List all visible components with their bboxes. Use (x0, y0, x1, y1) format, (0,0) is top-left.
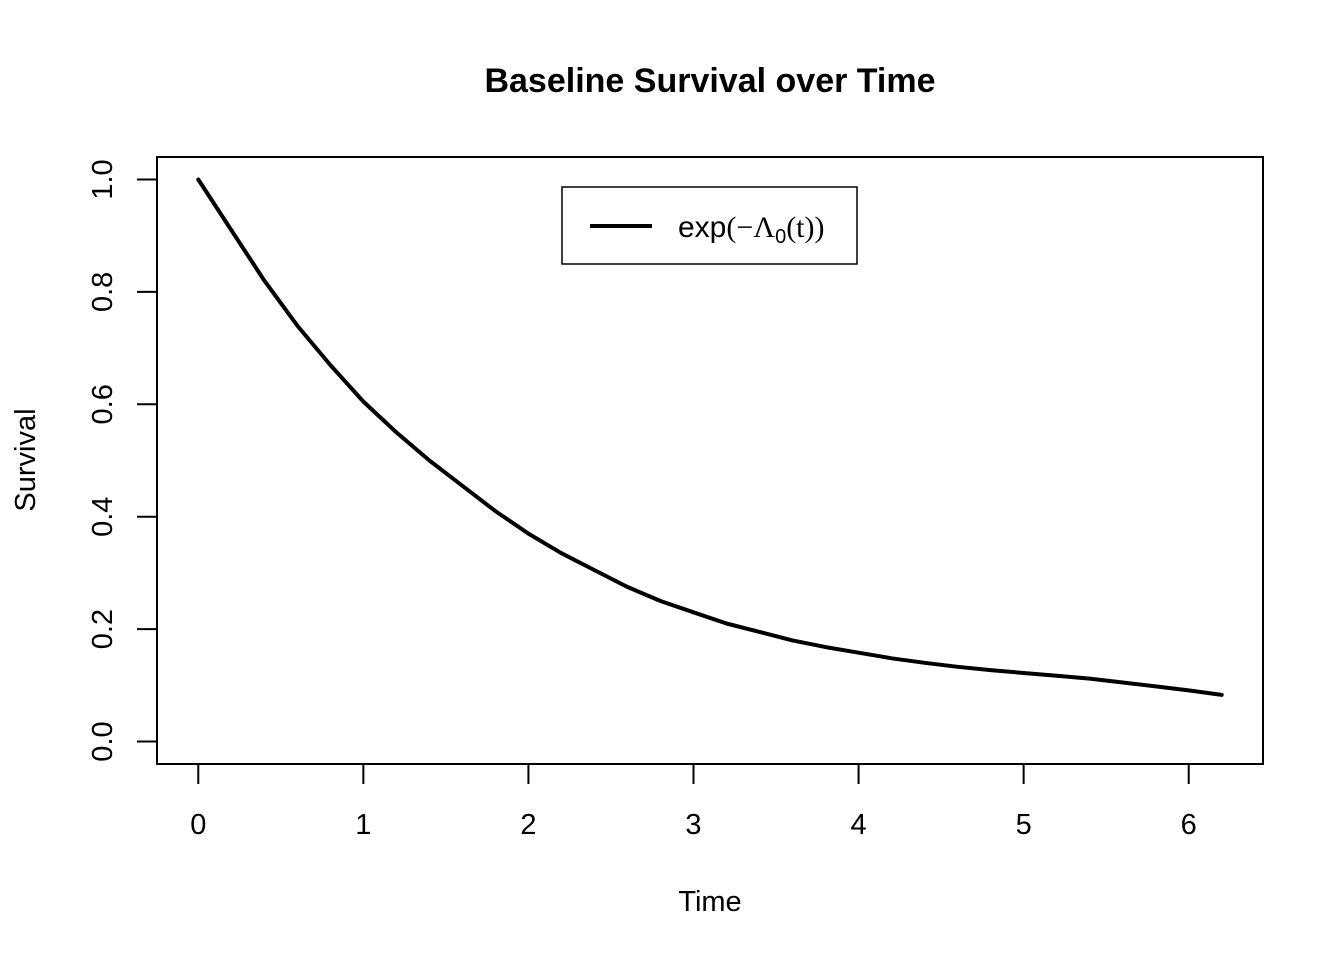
x-tick-label: 3 (685, 809, 701, 841)
x-tick-label: 4 (850, 809, 866, 841)
y-tick-label: 0.2 (87, 609, 119, 649)
x-tick-label: 5 (1016, 809, 1032, 841)
x-tick-label: 6 (1181, 809, 1197, 841)
y-tick-label: 0.6 (87, 384, 119, 424)
legend: exp(−Λ0(t)) (561, 186, 858, 265)
x-axis: 0 1 2 3 4 5 6 (190, 763, 1197, 841)
chart-title: Baseline Survival over Time (484, 62, 935, 100)
y-axis-label: Survival (10, 408, 42, 511)
x-tick-label: 0 (190, 809, 206, 841)
legend-label-suffix: (t)) (786, 211, 824, 244)
x-axis-label: Time (678, 886, 741, 918)
y-tick-label: 0.4 (87, 497, 119, 537)
survival-curve (196, 177, 1224, 697)
legend-label-open: (− (726, 211, 753, 244)
legend-label-symbol: Λ (753, 211, 775, 244)
legend-label-subscript: 0 (775, 226, 786, 248)
y-tick-label: 0.8 (87, 272, 119, 312)
x-tick-label: 1 (355, 809, 371, 841)
y-tick-label: 1.0 (87, 159, 119, 199)
x-tick-label: 2 (520, 809, 536, 841)
y-tick-label: 0.0 (87, 721, 119, 761)
series-layer (196, 177, 1224, 697)
legend-label-prefix: exp (678, 211, 726, 244)
y-axis: 0.0 0.2 0.4 0.6 0.8 1.0 (87, 159, 158, 762)
legend-label: exp(−Λ0(t)) (678, 211, 825, 248)
